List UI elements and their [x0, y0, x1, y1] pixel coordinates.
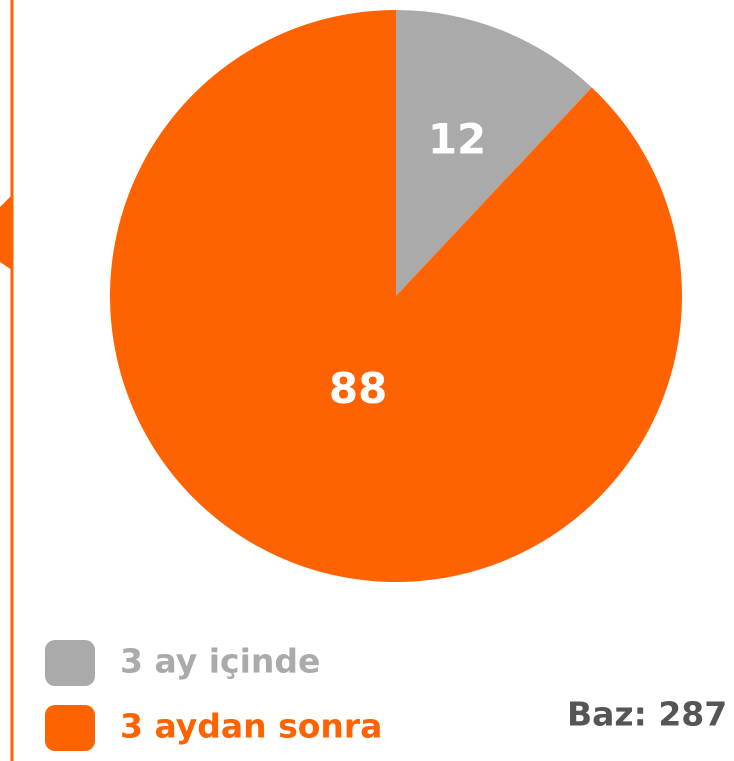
legend-swatch	[45, 705, 95, 751]
pie-slice	[109, 10, 683, 582]
pie-slice	[396, 10, 592, 296]
base-note: Baz: 287	[567, 695, 727, 734]
legend-label: 3 ay içinde	[120, 642, 320, 681]
slice-label: 88	[329, 364, 387, 413]
slice-label: 12	[428, 114, 486, 163]
side-tab	[0, 195, 12, 270]
legend-swatch	[45, 640, 95, 686]
legend-label: 3 aydan sonra	[120, 707, 382, 746]
